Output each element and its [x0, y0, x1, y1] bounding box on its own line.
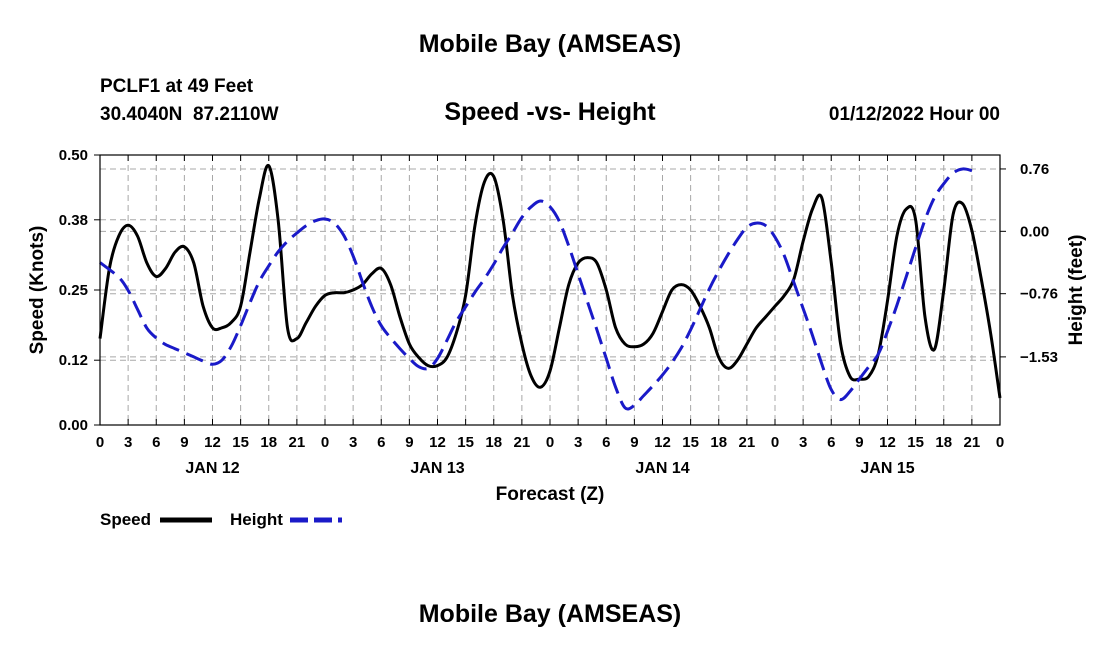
x-tick-label: 6 [152, 434, 160, 451]
chart-subtitle: Speed -vs- Height [444, 98, 656, 126]
x-tick-label: 18 [260, 434, 277, 451]
x-tick-label: 15 [907, 434, 924, 451]
y2-axis-label: Height (feet) [1066, 235, 1087, 346]
grid [100, 155, 1000, 425]
y-tick-label: 0.38 [59, 212, 88, 229]
forecast-date: 01/12/2022 Hour 00 [828, 104, 1000, 125]
y-tick-label: 0.12 [59, 352, 88, 369]
x-tick-label: 3 [799, 434, 807, 451]
date-label: JAN 15 [860, 460, 914, 477]
date-label: JAN 14 [635, 460, 689, 477]
x-tick-label: 12 [654, 434, 671, 451]
y2-tick-label: −0.76 [1020, 286, 1058, 303]
x-tick-label: 9 [405, 434, 413, 451]
x-tick-label: 18 [710, 434, 727, 451]
x-tick-label: 0 [546, 434, 554, 451]
footer-title: Mobile Bay (AMSEAS) [418, 600, 682, 628]
x-tick-label: 0 [321, 434, 329, 451]
x-tick-label: 9 [855, 434, 863, 451]
legend: Speed Height [100, 510, 342, 529]
speed-series-line [98, 164, 1002, 399]
y-tick-label: 0.25 [59, 282, 88, 299]
height-series-line [99, 167, 973, 411]
x-tick-label: 6 [827, 434, 835, 451]
x-tick-label: 12 [204, 434, 221, 451]
legend-height-label: Height [230, 510, 283, 529]
x-tick-label: 12 [429, 434, 446, 451]
x-tick-label: 15 [682, 434, 699, 451]
y2-tick-label: 0.76 [1020, 161, 1049, 178]
x-tick-label: 3 [349, 434, 357, 451]
x-axis-label: Forecast (Z) [496, 484, 605, 505]
x-tick-label: 21 [739, 434, 756, 451]
date-label: JAN 12 [185, 460, 239, 477]
x-tick-label: 15 [457, 434, 474, 451]
x-tick-label: 3 [124, 434, 132, 451]
x-tick-label: 6 [602, 434, 610, 451]
x-tick-label: 3 [574, 434, 582, 451]
y2-tick-label: 0.00 [1020, 223, 1049, 240]
x-tick-label: 15 [232, 434, 249, 451]
axes: 0 3 6 9 12 15 18 21 0 3 6 9 12 15 18 21 0 3 6 9 12 15 18 21 0 3 6 9… [59, 147, 1058, 477]
y-tick-label: 0.50 [59, 147, 88, 164]
y-tick-label: 0.00 [59, 417, 88, 434]
x-tick-label: 21 [514, 434, 531, 451]
x-tick-label: 12 [879, 434, 896, 451]
station-label: PCLF1 at 49 Feet [100, 76, 254, 97]
y2-tick-label: −1.53 [1020, 349, 1058, 366]
page-title: Mobile Bay (AMSEAS) [418, 30, 682, 58]
x-tick-label: 0 [996, 434, 1004, 451]
x-tick-label: 18 [935, 434, 952, 451]
y-axis-label: Speed (Knots) [27, 226, 48, 355]
x-tick-label: 0 [771, 434, 779, 451]
date-label: JAN 13 [410, 460, 464, 477]
x-tick-label: 21 [964, 434, 981, 451]
x-tick-label: 0 [96, 434, 104, 451]
x-tick-label: 9 [180, 434, 188, 451]
x-tick-label: 6 [377, 434, 385, 451]
series-layer [98, 164, 1002, 411]
coordinates-label: 30.4040N 87.2110W [100, 104, 279, 125]
x-tick-label: 9 [630, 434, 638, 451]
legend-speed-label: Speed [100, 510, 151, 529]
x-tick-label: 18 [485, 434, 502, 451]
x-tick-label: 21 [289, 434, 306, 451]
